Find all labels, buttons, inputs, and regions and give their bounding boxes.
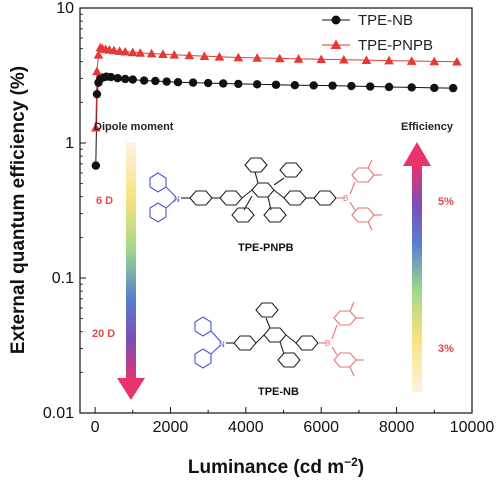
data-point-tpe-nb (92, 89, 102, 99)
data-point-tpe-pnpb (214, 52, 225, 61)
plot-area-frame (79, 7, 473, 414)
data-point-tpe-nb (128, 75, 137, 84)
data-point-tpe-pnpb (316, 54, 327, 64)
data-point-tpe-pnpb (293, 54, 304, 63)
data-point-tpe-nb (113, 73, 122, 83)
data-point-tpe-pnpb (384, 55, 394, 65)
data-point-tpe-nb (448, 83, 458, 93)
legend-marker-tpe-pnpb (330, 39, 342, 49)
data-point-tpe-nb (347, 81, 356, 91)
data-point-tpe-nb (328, 81, 337, 90)
boron-atom-top: B (343, 194, 348, 203)
data-point-tpe-nb (151, 76, 160, 86)
data-point-tpe-pnpb (92, 66, 102, 76)
nitrogen-atom-bottom: N (219, 340, 225, 349)
data-point-tpe-pnpb (452, 56, 462, 66)
data-point-tpe-pnpb (93, 50, 104, 59)
efficiency-label: Efficiency (401, 121, 454, 133)
x-tick-label: 8000 (379, 419, 415, 436)
y-tick-label: 10 (56, 0, 74, 17)
legend: TPE-NB TPE-PNPB (322, 12, 433, 54)
data-point-tpe-pnpb (158, 49, 168, 59)
data-point-tpe-nb (430, 83, 439, 93)
data-point-tpe-pnpb (199, 51, 210, 60)
nitrogen-atom-top: N (174, 195, 180, 204)
efficiency-arrow (403, 142, 431, 392)
data-point-tpe-pnpb (339, 54, 349, 64)
dipole-high-label: 6 D (96, 195, 113, 207)
data-point-tpe-nb (366, 82, 375, 91)
data-point-tpe-nb (106, 72, 116, 82)
data-point-tpe-nb (203, 78, 213, 88)
data-point-tpe-pnpb (169, 50, 180, 59)
data-point-tpe-pnpb (429, 56, 440, 66)
molecule-tpe-nb: N B (194, 301, 364, 377)
legend-label-tpe-pnpb: TPE-PNPB (358, 37, 433, 54)
data-point-tpe-nb (121, 74, 130, 84)
dipole-arrow (117, 142, 145, 400)
x-tick-label: 6000 (303, 419, 339, 436)
data-point-tpe-pnpb (135, 48, 146, 57)
data-point-tpe-nb (162, 77, 171, 86)
legend-marker-tpe-nb (331, 15, 341, 25)
data-point-tpe-pnpb (120, 46, 131, 56)
molecule-label-tpe-nb: TPE-NB (258, 386, 299, 398)
efficiency-high-label: 5% (438, 196, 454, 208)
dipole-moment-label: Dipole moment (94, 121, 174, 133)
y-axis-title: External quantum efficiency (%) (8, 66, 29, 354)
data-point-tpe-nb (188, 78, 198, 87)
y-tick-label: 0.01 (43, 405, 74, 422)
data-point-tpe-pnpb (146, 48, 157, 58)
x-tick-label: 4000 (228, 419, 264, 436)
data-point-tpe-nb (139, 76, 149, 85)
data-point-tpe-nb (290, 81, 300, 90)
data-point-tpe-nb (407, 83, 416, 92)
axis-ticks: 0 2000 4000 6000 8000 10000 0.01 0.1 1 10 (43, 0, 494, 436)
data-point-tpe-pnpb (91, 122, 101, 132)
data-point-tpe-nb (91, 161, 101, 170)
data-point-tpe-pnpb (233, 52, 244, 62)
series-markers (91, 42, 462, 170)
data-point-tpe-pnpb (184, 50, 195, 60)
series-lines (95, 46, 457, 166)
dipole-low-label: 20 D (92, 328, 115, 340)
data-point-tpe-pnpb (361, 55, 372, 64)
data-point-tpe-pnpb (406, 56, 417, 65)
y-tick-label: 0.1 (52, 270, 74, 287)
data-point-tpe-nb (309, 81, 318, 90)
data-point-tpe-nb (252, 80, 262, 89)
x-tick-label: 10000 (450, 419, 495, 436)
y-tick-label: 1 (65, 135, 74, 152)
data-point-tpe-nb (173, 78, 183, 87)
molecule-tpe-pnpb: N (149, 157, 382, 231)
data-point-tpe-nb (234, 79, 243, 89)
efficiency-low-label: 3% (438, 343, 454, 355)
legend-label-tpe-nb: TPE-NB (358, 12, 413, 29)
data-point-tpe-nb (384, 82, 394, 92)
molecule-label-tpe-pnpb: TPE-PNPB (238, 242, 294, 254)
data-point-tpe-nb (271, 80, 281, 89)
data-point-tpe-pnpb (274, 53, 285, 63)
data-point-tpe-pnpb (127, 47, 138, 57)
data-point-tpe-pnpb (252, 53, 262, 62)
boron-atom-bottom: B (325, 339, 330, 348)
x-axis-title: Luminance (cd m−2) (188, 455, 364, 478)
x-tick-label: 2000 (153, 419, 189, 436)
data-point-tpe-nb (219, 79, 228, 88)
x-tick-label: 0 (91, 419, 100, 436)
